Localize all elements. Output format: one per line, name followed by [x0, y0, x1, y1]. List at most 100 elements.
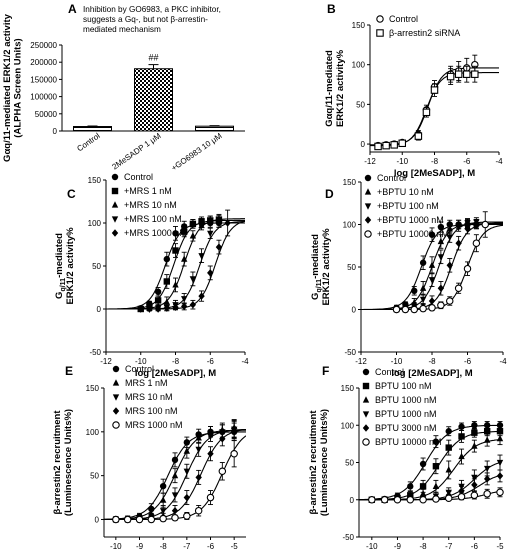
panel-d-data-point: [472, 239, 481, 247]
panel-b-x-tick-label: -10: [396, 157, 408, 166]
panel-f-legend-label: BPTU 1000 nM: [375, 395, 437, 405]
panel-a-note-line-3: mediated mechanism: [83, 25, 161, 34]
panel-d-legend-marker: [364, 188, 372, 195]
panel-c-y-axis-title: Gq/11-mediatedERK1/2 activity%: [54, 227, 76, 305]
panel-b-data-point: [390, 141, 398, 149]
panel-e-y-tick-label: 50: [90, 472, 99, 481]
panel-d-y-tick-label: 0: [352, 306, 357, 315]
panel-f-data-point: [407, 483, 414, 490]
panel-f-data-point: [483, 436, 491, 443]
panel-c-y-axis-title-part: -mediated: [54, 233, 65, 278]
panel-b-y-axis-title-line: ERK1/2 activity%: [335, 49, 346, 127]
panel-c-x-axis-title: log [2MeSADP], M: [135, 368, 216, 379]
panel-d-y-axis-title-part: -mediated: [310, 234, 321, 279]
panel-c-legend-marker: [111, 187, 119, 195]
panel-f-data-point: [471, 429, 478, 436]
panel-d-data-point: [463, 264, 472, 273]
panel-c-legend-marker: [111, 229, 119, 237]
panel-f-x-tick-label: -9: [394, 542, 402, 549]
panel-d-data-point: [437, 284, 445, 292]
panel-e-x-tick-label: -9: [136, 542, 144, 549]
panel-e-x-tick-label: -6: [207, 542, 215, 549]
panel-e-x-tick-label: -7: [183, 542, 191, 549]
panel-e-y-tick-label: 100: [86, 428, 100, 437]
panel-f-y-tick-label: 50: [345, 459, 354, 468]
panel-e-data-point: [195, 434, 202, 441]
panel-f-x-tick-label: -7: [445, 542, 453, 549]
panel-c-data-point: [189, 220, 197, 228]
panel-c-data-point: [163, 255, 171, 263]
panel-c-data-point: [189, 276, 197, 283]
panel-d-data-point: [419, 304, 427, 313]
panel-d-legend-marker: [364, 230, 372, 238]
panel-c-data-point: [189, 301, 197, 309]
panel-f-x-tick-label: -6: [471, 542, 479, 549]
panel-b-data-point: [471, 70, 479, 78]
panel-f-y-axis-title-line: (Luminescence Units%): [319, 409, 330, 516]
panel-c-data-point: [180, 302, 188, 311]
panel-c-legend-label: Control: [124, 172, 153, 182]
panel-f-data-point: [457, 493, 466, 501]
panel-c-legend-marker: [111, 201, 119, 208]
panel-f-y-axis-title-line: β-arrestin2 recruitment: [308, 410, 319, 515]
panel-b-data-point: [382, 141, 390, 150]
panel-e-legend-label: MRS 1 nM: [125, 378, 168, 388]
panel-c-data-point: [163, 278, 171, 285]
panel-f-data-point: [483, 465, 491, 473]
panel-b-data-point: [446, 72, 455, 81]
panel-c-data-point: [180, 228, 188, 235]
panel-e-data-point: [218, 467, 227, 476]
panel-d-data-point: [419, 284, 427, 291]
panel-c-data-point: [172, 230, 179, 237]
panel-d-y-axis-title-part: ERK1/2 activity%: [321, 228, 332, 306]
panel-f-data-point: [470, 491, 479, 500]
panel-f-legend-marker: [362, 368, 370, 376]
panel-c-y-tick-label: 0: [97, 305, 102, 314]
panel-f-data-point: [393, 495, 402, 504]
panel-c-data-point: [207, 216, 214, 224]
panel-d-y-axis-title-part: q/11: [316, 279, 323, 293]
panel-e-data-point: [171, 513, 179, 522]
panel-d-data-point: [411, 287, 418, 294]
panel-f-data-point: [432, 482, 440, 489]
panel-c-data-point: [172, 281, 179, 288]
panel-d-legend-label: +BPTU 100 nM: [377, 201, 439, 211]
panel-f-data-point: [445, 444, 452, 451]
panel-e-legend-label: MRS 1000 nM: [125, 420, 183, 430]
panel-d-legend-marker: [364, 203, 372, 210]
panel-e-legend-marker: [112, 365, 120, 373]
panel-d-x-tick-label: -12: [355, 357, 367, 366]
panel-c-legend-label: +MRS 1 nM: [124, 186, 172, 196]
panel-f-data-point: [471, 474, 478, 482]
panel-f-data-point: [458, 487, 465, 495]
panel-b-data-point: [430, 86, 439, 94]
panel-c-y-tick-label: 150: [88, 176, 102, 185]
panel-e-dose-response-chart: 0 50 100 150 -10 -9 -8 -7 -6 -5 log [2MeSADP], M β-…: [52, 364, 246, 549]
panel-c-data-point: [154, 305, 162, 313]
panel-c-legend-label: +MRS 1000 nM: [124, 228, 187, 238]
panel-d-x-tick-label: -8: [428, 357, 436, 366]
panel-d-data-point: [464, 225, 471, 233]
panel-d-data-point: [481, 220, 489, 229]
panel-e-y-tick-label: 150: [86, 384, 100, 393]
panel-e-legend-marker: [112, 379, 120, 386]
panel-d-x-axis-title: log [2MeSADP], M: [391, 368, 472, 379]
panel-c-data-point: [180, 296, 188, 303]
panel-c-data-point: [207, 269, 214, 277]
panel-f-legend-label: BPTU 1000 nM: [375, 409, 437, 419]
panel-letter-d: D: [325, 187, 334, 201]
panel-c-data-point: [172, 247, 179, 254]
panel-d-data-point: [419, 296, 427, 304]
panel-f-data-point: [483, 428, 491, 435]
panel-c-data-point: [198, 292, 205, 300]
panel-letter-e: E: [65, 364, 73, 378]
panel-e-y-axis-title-line: (Luminescence Units%): [63, 409, 74, 516]
panel-c-y-axis-title-part: ERK1/2 activity%: [65, 227, 76, 305]
panel-d-y-axis-title-part: G: [310, 293, 321, 300]
panel-b-y-tick-label: 50: [356, 100, 365, 109]
panel-c-y-axis-title-part: G: [54, 292, 65, 299]
panel-f-data-point: [432, 463, 440, 470]
panel-b-dose-response-chart: 0 50 100 150 -12 -10 -8 -6 -4 log [2MeSADP], M Gαq…: [324, 14, 503, 179]
panel-f-y-tick-label: -50: [342, 533, 354, 542]
panel-d-x-tick-label: -4: [499, 357, 507, 366]
